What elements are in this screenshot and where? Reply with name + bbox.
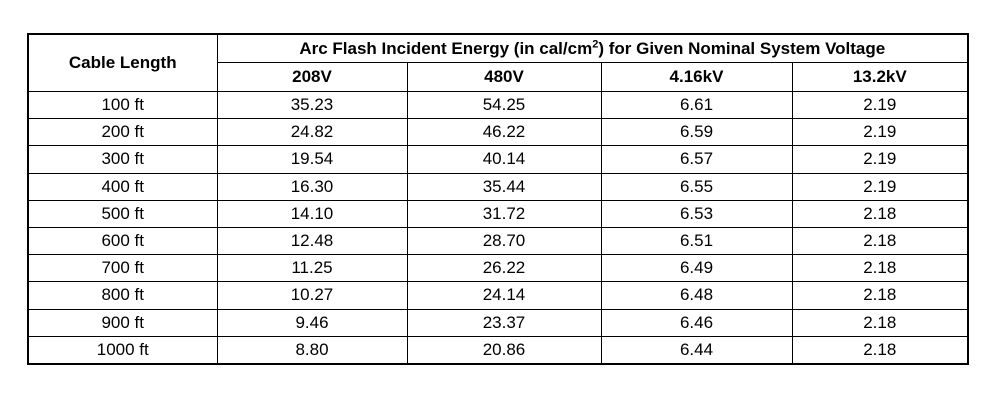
arc-flash-table-container: Cable Length Arc Flash Incident Energy (… bbox=[27, 33, 970, 365]
title-header-row: Cable Length Arc Flash Incident Energy (… bbox=[27, 33, 969, 92]
table-row: 900 ft 9.46 23.37 6.46 2.18 bbox=[27, 308, 969, 337]
energy-cell-208v: 10.27 bbox=[216, 281, 408, 310]
energy-cell-480v: 23.37 bbox=[406, 308, 602, 337]
column-header-480v: 480V bbox=[406, 62, 602, 92]
energy-cell-13-2kv: 2.19 bbox=[791, 90, 969, 120]
cable-length-cell: 500 ft bbox=[27, 199, 218, 228]
table-row: 400 ft 16.30 35.44 6.55 2.19 bbox=[27, 172, 969, 201]
energy-cell-208v: 9.46 bbox=[216, 308, 408, 337]
energy-cell-13-2kv: 2.18 bbox=[791, 335, 969, 365]
energy-cell-13-2kv: 2.18 bbox=[791, 254, 969, 283]
energy-cell-480v: 28.70 bbox=[406, 226, 602, 256]
table-row: 800 ft 10.27 24.14 6.48 2.18 bbox=[27, 281, 969, 310]
energy-cell-208v: 14.10 bbox=[216, 199, 408, 228]
cable-length-cell: 900 ft bbox=[27, 308, 218, 337]
energy-cell-480v: 26.22 bbox=[406, 254, 602, 283]
energy-cell-13-2kv: 2.18 bbox=[791, 281, 969, 310]
column-header-13-2kv: 13.2kV bbox=[791, 62, 969, 92]
energy-cell-208v: 19.54 bbox=[216, 145, 408, 174]
table-row: 600 ft 12.48 28.70 6.51 2.18 bbox=[27, 226, 969, 256]
table-row: 200 ft 24.82 46.22 6.59 2.19 bbox=[27, 118, 969, 147]
table-title-text-prefix: Arc Flash Incident Energy (in cal/cm bbox=[299, 38, 593, 58]
energy-cell-208v: 8.80 bbox=[216, 335, 408, 365]
energy-cell-208v: 24.82 bbox=[216, 118, 408, 147]
energy-cell-4-16kv: 6.46 bbox=[600, 308, 793, 337]
cable-length-cell: 200 ft bbox=[27, 118, 218, 147]
voltage-header-row: 208V 480V 4.16kV 13.2kV bbox=[28, 62, 969, 92]
energy-cell-480v: 31.72 bbox=[406, 199, 602, 228]
table-row: 300 ft 19.54 40.14 6.57 2.19 bbox=[27, 145, 969, 174]
energy-cell-13-2kv: 2.18 bbox=[791, 308, 969, 337]
energy-cell-4-16kv: 6.48 bbox=[600, 281, 793, 310]
energy-cell-13-2kv: 2.19 bbox=[791, 172, 969, 201]
table-title-superscript: 2 bbox=[592, 37, 599, 50]
table-row: 500 ft 14.10 31.72 6.53 2.18 bbox=[27, 199, 969, 228]
energy-cell-480v: 20.86 bbox=[406, 335, 602, 365]
table-title-text-suffix: ) for Given Nominal System Voltage bbox=[598, 38, 886, 58]
table-title: Arc Flash Incident Energy (in cal/cm2) f… bbox=[216, 33, 969, 63]
energy-cell-4-16kv: 6.51 bbox=[600, 226, 793, 256]
energy-cell-4-16kv: 6.53 bbox=[600, 199, 793, 228]
energy-cell-4-16kv: 6.57 bbox=[600, 145, 793, 174]
energy-cell-480v: 54.25 bbox=[406, 90, 602, 120]
cable-length-cell: 800 ft bbox=[27, 281, 218, 310]
cable-length-cell: 100 ft bbox=[27, 90, 218, 120]
energy-cell-13-2kv: 2.19 bbox=[791, 145, 969, 174]
energy-cell-480v: 46.22 bbox=[406, 118, 602, 147]
energy-cell-13-2kv: 2.18 bbox=[791, 199, 969, 228]
energy-cell-480v: 35.44 bbox=[406, 172, 602, 201]
energy-cell-4-16kv: 6.61 bbox=[600, 90, 793, 120]
energy-cell-480v: 40.14 bbox=[406, 145, 602, 174]
cable-length-cell: 400 ft bbox=[27, 172, 218, 201]
energy-cell-13-2kv: 2.19 bbox=[791, 118, 969, 147]
energy-cell-208v: 11.25 bbox=[216, 254, 408, 283]
arc-flash-incident-energy-table: Cable Length Arc Flash Incident Energy (… bbox=[27, 33, 970, 365]
table-row: 1000 ft 8.80 20.86 6.44 2.18 bbox=[27, 335, 969, 365]
energy-cell-4-16kv: 6.49 bbox=[600, 254, 793, 283]
energy-cell-208v: 35.23 bbox=[216, 90, 408, 120]
energy-cell-208v: 12.48 bbox=[216, 226, 408, 256]
column-header-4-16kv: 4.16kV bbox=[600, 62, 793, 92]
table-row: 700 ft 11.25 26.22 6.49 2.18 bbox=[27, 254, 969, 283]
cable-length-cell: 600 ft bbox=[27, 226, 218, 256]
energy-cell-4-16kv: 6.44 bbox=[600, 335, 793, 365]
energy-cell-4-16kv: 6.55 bbox=[600, 172, 793, 201]
energy-cell-13-2kv: 2.18 bbox=[791, 226, 969, 256]
cable-length-cell: 700 ft bbox=[27, 254, 218, 283]
energy-cell-4-16kv: 6.59 bbox=[600, 118, 793, 147]
energy-cell-480v: 24.14 bbox=[406, 281, 602, 310]
table-row: 100 ft 35.23 54.25 6.61 2.19 bbox=[27, 90, 969, 120]
column-header-208v: 208V bbox=[216, 62, 408, 92]
cable-length-cell: 300 ft bbox=[27, 145, 218, 174]
cable-length-cell: 1000 ft bbox=[27, 335, 218, 365]
cable-length-column-header: Cable Length bbox=[27, 33, 218, 92]
energy-cell-208v: 16.30 bbox=[216, 172, 408, 201]
